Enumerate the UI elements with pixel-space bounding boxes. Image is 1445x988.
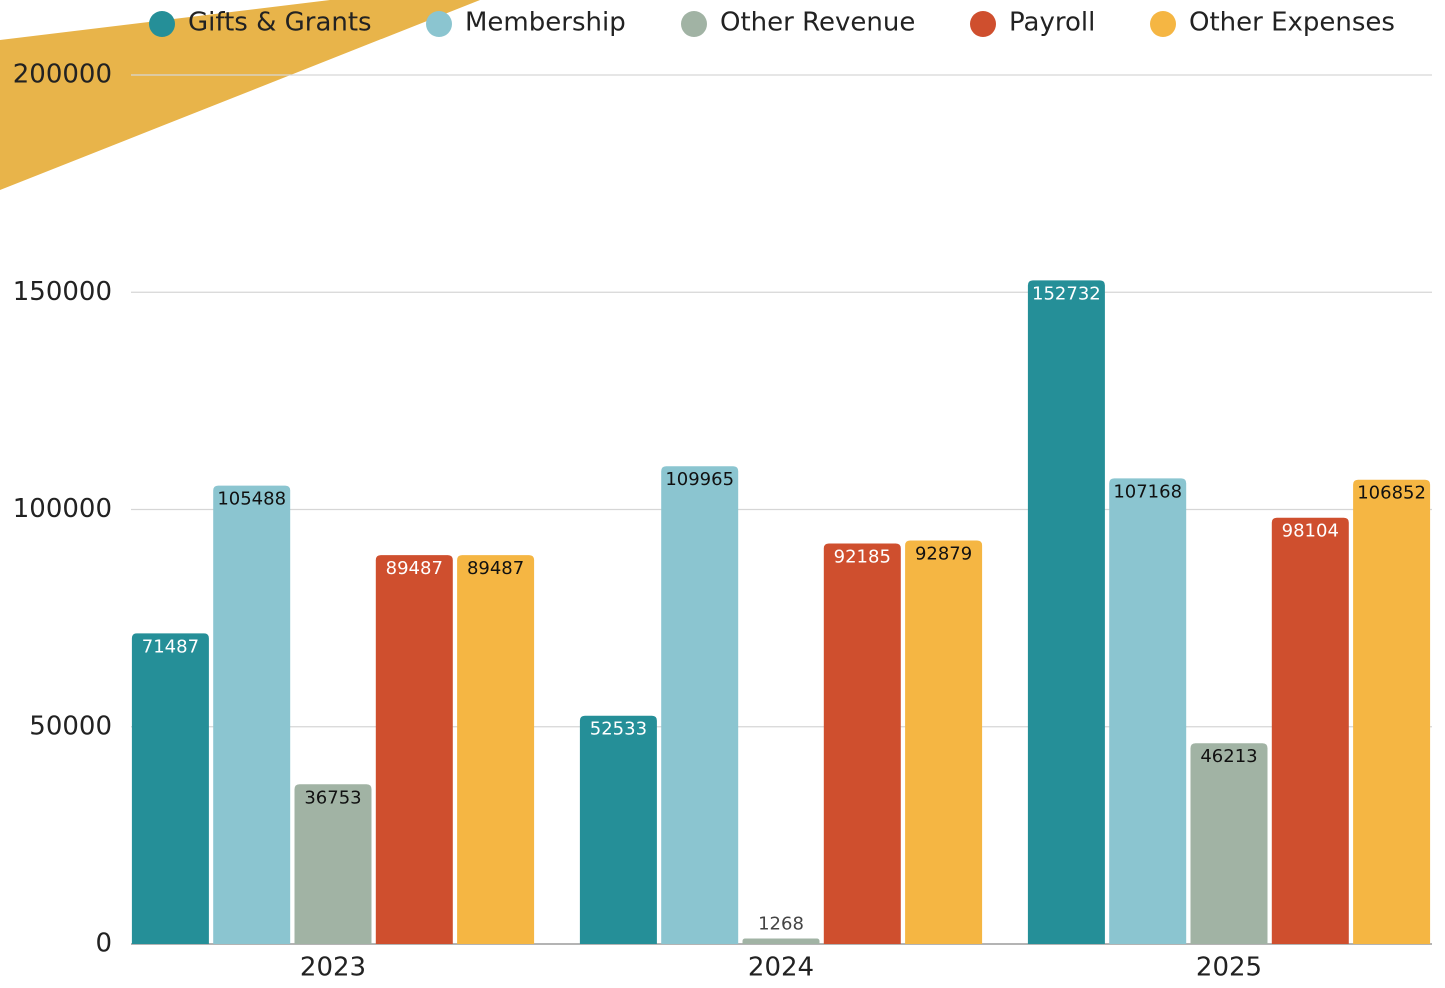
bar	[457, 555, 534, 944]
data-label: 36753	[304, 787, 361, 808]
bar	[743, 938, 820, 944]
bar	[580, 716, 657, 944]
data-label: 92185	[834, 546, 891, 567]
y-tick-label: 50000	[29, 711, 112, 741]
y-tick-label: 0	[95, 929, 112, 959]
legend-label: Payroll	[1009, 8, 1095, 38]
legend-label: Other Expenses	[1189, 8, 1395, 38]
legend: Gifts & Grants Membership Other Revenue Pay…	[149, 8, 1395, 38]
legend-marker	[970, 11, 996, 37]
bar	[376, 555, 453, 944]
data-label: 46213	[1200, 746, 1257, 767]
bar	[1109, 478, 1186, 944]
data-label: 98104	[1282, 521, 1339, 542]
legend-marker	[1150, 11, 1176, 37]
bar	[824, 543, 901, 944]
bar	[1353, 480, 1430, 944]
x-tick-label: 2023	[300, 953, 366, 983]
bar	[132, 633, 209, 944]
bar	[213, 486, 290, 944]
legend-label: Gifts & Grants	[188, 8, 372, 38]
bar	[1028, 280, 1105, 944]
y-tick-label: 100000	[13, 494, 112, 524]
bar	[1191, 743, 1268, 944]
data-label: 71487	[142, 636, 199, 657]
data-label: 107168	[1113, 481, 1182, 502]
data-label: 89487	[467, 558, 524, 579]
legend-label: Other Revenue	[720, 8, 915, 38]
data-label: 52533	[590, 719, 647, 740]
bar	[1272, 518, 1349, 944]
data-label: 152732	[1032, 283, 1101, 304]
data-label: 109965	[665, 469, 734, 490]
x-tick-label: 2025	[1196, 953, 1262, 983]
data-label: 89487	[386, 558, 443, 579]
y-tick-label: 150000	[13, 277, 112, 307]
chart: 0 50000 100000 150000 200000 2023 71487 105488…	[0, 0, 1445, 988]
bar	[661, 466, 738, 944]
bars: 2023 71487 105488 36753 89487 89487 2024 52533 1…	[132, 280, 1430, 982]
data-label: 1268	[758, 913, 804, 934]
data-label: 105488	[217, 489, 286, 510]
x-tick-label: 2024	[748, 953, 814, 983]
legend-label: Membership	[465, 8, 626, 38]
data-label: 92879	[915, 543, 972, 564]
legend-marker	[426, 11, 452, 37]
legend-marker	[149, 11, 175, 37]
y-tick-label: 200000	[13, 60, 112, 90]
bar	[905, 540, 982, 944]
legend-marker	[681, 11, 707, 37]
data-label: 106852	[1357, 483, 1426, 504]
